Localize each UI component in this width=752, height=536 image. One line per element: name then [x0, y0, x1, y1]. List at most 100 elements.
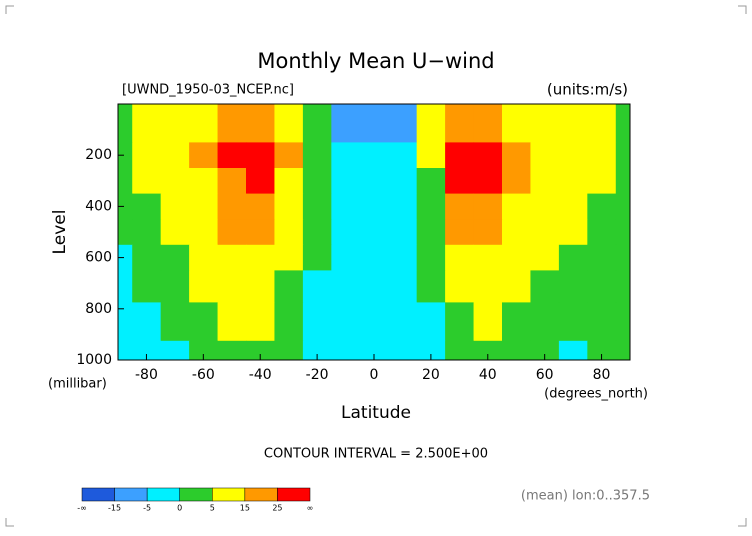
cell [388, 270, 418, 303]
cell [217, 270, 247, 303]
cell [445, 302, 475, 342]
cell [331, 142, 361, 169]
cell [359, 142, 389, 169]
cell [558, 104, 588, 143]
cell [217, 244, 247, 271]
cell [302, 244, 332, 271]
cell [246, 142, 275, 169]
cell [587, 340, 617, 361]
y-tick-label: 1000 [76, 352, 112, 368]
cell [587, 219, 617, 246]
cell [558, 168, 588, 195]
cell [530, 142, 560, 169]
cell [615, 168, 631, 195]
cell [530, 193, 560, 220]
cell [359, 340, 389, 361]
corner-marks [5, 5, 747, 527]
cell [331, 340, 361, 361]
cell [217, 104, 247, 143]
cell [246, 104, 275, 143]
cell [302, 193, 332, 220]
cell [615, 104, 631, 143]
cell [359, 302, 389, 342]
colorbar-label: -15 [108, 504, 121, 513]
cell [473, 219, 503, 246]
cell [160, 302, 190, 342]
cell [189, 244, 219, 271]
colorbar-swatch [146, 487, 180, 502]
cell [331, 302, 361, 342]
cell [118, 270, 133, 303]
colorbar-swatch [179, 487, 213, 502]
cell [274, 270, 304, 303]
cell [160, 340, 190, 361]
cell [274, 142, 304, 169]
cell [246, 244, 275, 271]
cell [473, 142, 503, 169]
cell [473, 168, 503, 195]
cell [445, 244, 475, 271]
colorbar-label: 25 [272, 504, 282, 513]
cell [359, 244, 389, 271]
cell [331, 219, 361, 246]
colorbar-label: ∞ [307, 504, 314, 513]
cell [189, 219, 219, 246]
cell [160, 168, 190, 195]
colorbar-label: -∞ [77, 504, 87, 513]
cell [359, 193, 389, 220]
cell [502, 244, 531, 271]
cell [502, 302, 531, 342]
cell [530, 270, 560, 303]
cell [587, 244, 617, 271]
cell [473, 340, 503, 361]
x-tick-label: 60 [536, 367, 554, 383]
cell [274, 340, 304, 361]
cell [502, 104, 531, 143]
cell [416, 340, 446, 361]
cell [302, 168, 332, 195]
cell [359, 104, 389, 143]
colorbar-swatch [81, 487, 115, 502]
cell [160, 244, 190, 271]
cell [217, 142, 247, 169]
cell [473, 244, 503, 271]
x-tick-label: -40 [249, 367, 272, 383]
cell [416, 219, 446, 246]
cell [132, 244, 162, 271]
cell [274, 193, 304, 220]
cell [118, 340, 133, 361]
cell [388, 302, 418, 342]
y-tick-label: 600 [85, 250, 112, 266]
colorbar-swatch [244, 487, 278, 502]
cell [615, 270, 631, 303]
colorbar-label: -5 [143, 504, 151, 513]
cell [246, 219, 275, 246]
cell [118, 302, 133, 342]
x-tick-label: 0 [370, 367, 379, 383]
cell [615, 142, 631, 169]
y-tick-label: 400 [85, 198, 112, 214]
cell [274, 219, 304, 246]
cell [189, 270, 219, 303]
colorbar-label: 15 [240, 504, 250, 513]
y-tick-label: 200 [85, 147, 112, 163]
cell [587, 302, 617, 342]
cell [388, 104, 418, 143]
colorbar-swatch [277, 487, 311, 502]
cell [530, 168, 560, 195]
cell [246, 193, 275, 220]
cell [416, 270, 446, 303]
cell [160, 270, 190, 303]
cell [473, 270, 503, 303]
cell [502, 219, 531, 246]
cell [217, 340, 247, 361]
y-tick-label: 800 [85, 301, 112, 317]
cell [587, 193, 617, 220]
cell [302, 270, 332, 303]
cell [416, 244, 446, 271]
cell [445, 270, 475, 303]
cell [246, 168, 275, 195]
cell [530, 244, 560, 271]
cell [274, 244, 304, 271]
